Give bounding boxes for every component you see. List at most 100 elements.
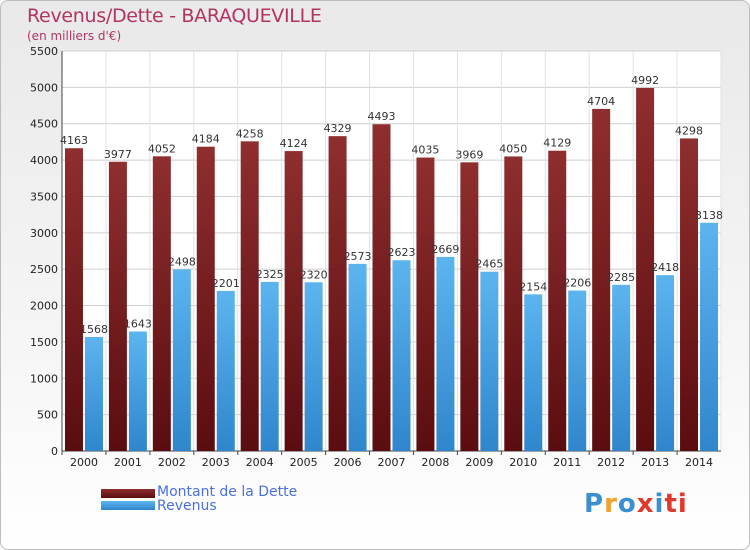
- x-tick-label: 2002: [158, 456, 186, 469]
- data-label-dette: 4258: [236, 127, 264, 140]
- y-tick-label: 3000: [30, 227, 58, 240]
- legend-label-dette: Montant de la Dette: [157, 484, 298, 500]
- bar-revenus: [436, 256, 455, 451]
- bar-dette: [152, 156, 171, 452]
- bar-dette: [548, 150, 567, 451]
- data-label-revenus: 2206: [563, 277, 591, 290]
- x-tick-label: 2013: [641, 456, 669, 469]
- y-tick-label: 4000: [30, 154, 58, 167]
- bar-revenus: [700, 222, 719, 451]
- bar-dette: [196, 146, 215, 451]
- data-label-revenus: 2669: [431, 243, 459, 256]
- data-label-revenus: 1643: [124, 318, 152, 331]
- bar-dette: [64, 148, 83, 451]
- bar-dette: [240, 141, 259, 451]
- axis-layer: 0 500 1000 1500 2000 2500 3000 3500 4000 4500 5000…: [30, 45, 721, 469]
- bar-revenus: [260, 281, 279, 451]
- plot-area: [62, 51, 721, 451]
- data-label-dette: 3969: [455, 148, 483, 161]
- bar-dette: [592, 108, 611, 452]
- y-tick-label: 0: [51, 445, 58, 458]
- data-label-revenus: 2320: [300, 268, 328, 281]
- x-tick-label: 2012: [597, 456, 625, 469]
- data-label-dette: 4129: [543, 137, 571, 150]
- data-label-revenus: 2573: [344, 250, 372, 263]
- logo-letter: t: [664, 489, 678, 519]
- x-tick-label: 2008: [421, 456, 449, 469]
- chart-title: Revenus/Dette - BARAQUEVILLE: [27, 5, 322, 27]
- bar-dette: [680, 138, 699, 451]
- legend-label-revenus: Revenus: [157, 498, 217, 514]
- logo-letter: o: [617, 489, 637, 519]
- bar-dette: [636, 87, 655, 451]
- bar-revenus: [348, 263, 367, 451]
- data-label-revenus: 2154: [519, 280, 547, 293]
- data-label-dette: 4493: [368, 110, 396, 123]
- data-label-dette: 4184: [192, 133, 220, 146]
- data-label-dette: 4704: [587, 95, 615, 108]
- bar-revenus: [480, 271, 499, 451]
- legend-swatch-revenus: [101, 501, 155, 510]
- logo-letter: i: [654, 489, 665, 519]
- x-tick-label: 2007: [378, 456, 406, 469]
- bar-dette: [504, 156, 523, 452]
- bars-layer: [64, 87, 719, 452]
- y-tick-label: 1500: [30, 336, 58, 349]
- y-tick-label: 500: [37, 409, 58, 422]
- bar-revenus: [656, 275, 675, 451]
- bar-dette: [328, 136, 347, 451]
- bar-revenus: [568, 290, 587, 451]
- y-tick-label: 2500: [30, 263, 58, 276]
- bar-revenus: [128, 331, 147, 451]
- labels-layer: 4163 1568 3977 1643 4052 2498 4184 2201 4258 2325…: [60, 74, 723, 336]
- x-tick-label: 2009: [465, 456, 493, 469]
- y-tick-label: 3500: [30, 190, 58, 203]
- data-label-dette: 4052: [148, 142, 176, 155]
- data-label-revenus: 2623: [388, 246, 416, 259]
- chart-subtitle: (en milliers d'€): [27, 29, 122, 43]
- bar-revenus: [304, 282, 323, 451]
- x-tick-label: 2001: [114, 456, 142, 469]
- y-tick-label: 4500: [30, 118, 58, 131]
- logo-letter: P: [584, 489, 605, 519]
- data-label-revenus: 2325: [256, 268, 284, 281]
- x-tick-label: 2006: [334, 456, 362, 469]
- logo-letter: x: [636, 489, 655, 519]
- x-tick-label: 2004: [246, 456, 274, 469]
- bar-revenus: [524, 294, 543, 451]
- data-label-dette: 3977: [104, 148, 132, 161]
- data-label-revenus: 1568: [80, 323, 108, 336]
- data-label-revenus: 2201: [212, 277, 240, 290]
- bar-revenus: [392, 260, 411, 451]
- x-tick-label: 2011: [553, 456, 581, 469]
- data-label-revenus: 2285: [607, 271, 635, 284]
- data-label-dette: 4163: [60, 134, 88, 147]
- y-tick-label: 5000: [30, 81, 58, 94]
- logo-letter: r: [604, 489, 618, 519]
- bar-revenus: [612, 284, 631, 451]
- data-label-dette: 4992: [631, 74, 659, 87]
- x-tick-label: 2010: [509, 456, 537, 469]
- data-label-dette: 4035: [411, 144, 439, 157]
- bar-dette: [284, 151, 303, 451]
- y-tick-label: 5500: [30, 45, 58, 58]
- y-tick-label: 2000: [30, 300, 58, 313]
- data-label-dette: 4124: [280, 137, 308, 150]
- data-label-dette: 4329: [324, 122, 352, 135]
- x-tick-label: 2014: [685, 456, 713, 469]
- x-tick-label: 2003: [202, 456, 230, 469]
- y-tick-label: 1000: [30, 372, 58, 385]
- bar-dette: [416, 157, 435, 451]
- bar-revenus: [172, 269, 191, 451]
- logo-letter: i: [677, 489, 688, 519]
- data-label-dette: 4050: [499, 142, 527, 155]
- data-label-revenus: 3138: [695, 209, 723, 222]
- data-label-revenus: 2418: [651, 261, 679, 274]
- legend-swatch-dette: [101, 489, 155, 498]
- bar-revenus: [216, 290, 235, 451]
- x-tick-label: 2000: [70, 456, 98, 469]
- bar-revenus: [84, 336, 103, 451]
- data-label-dette: 4298: [675, 124, 703, 137]
